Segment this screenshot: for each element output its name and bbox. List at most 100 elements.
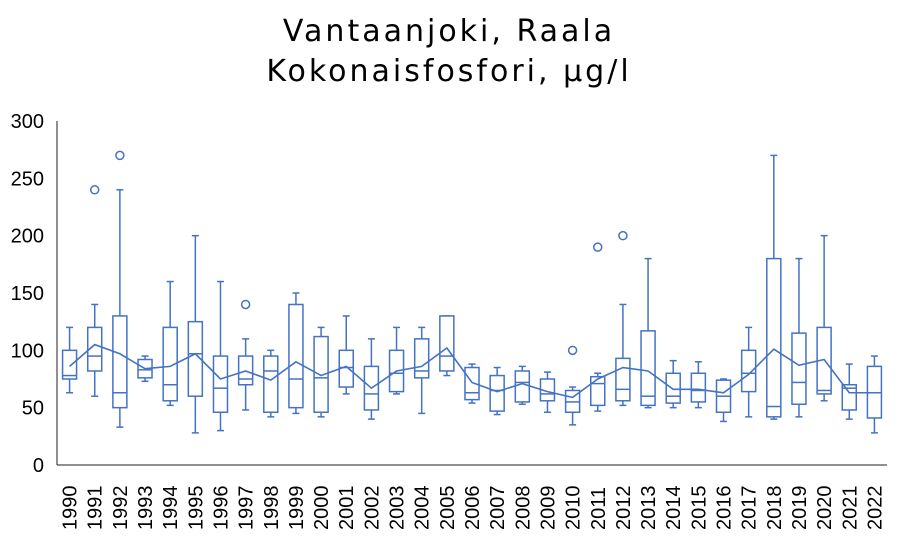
- box-2014: [665, 359, 681, 409]
- box-series: [61, 150, 883, 434]
- y-axis-ticks: 0 50 100 150 200 250 300: [11, 111, 44, 477]
- x-tick-label: 2012: [613, 486, 635, 531]
- chart-title-block: Vantaanjoki, Raala Kokonaisfosfori, µg/l: [0, 12, 898, 92]
- box-2008: [514, 365, 531, 405]
- y-tick-label: 200: [11, 226, 44, 248]
- x-tick-label: 1991: [85, 486, 107, 531]
- box-1998: [263, 349, 279, 418]
- box-body: [590, 375, 606, 407]
- x-tick-label: 1992: [110, 486, 132, 531]
- x-tick-label: 2001: [336, 486, 358, 531]
- x-tick-label: 2009: [537, 486, 559, 531]
- box-2005: [439, 315, 455, 377]
- x-tick-label: 1990: [60, 486, 82, 531]
- box-body: [740, 349, 757, 393]
- box-body: [640, 330, 656, 407]
- x-tick-label: 2010: [563, 486, 585, 531]
- box-body: [766, 257, 782, 418]
- chart-title: Vantaanjoki, Raala: [282, 14, 616, 49]
- x-tick-label: 2016: [714, 486, 736, 531]
- box-1999: [288, 292, 304, 415]
- box-2011: [590, 242, 606, 412]
- x-tick-label: 2000: [311, 486, 333, 531]
- box-1992: [112, 150, 128, 428]
- box-1997: [237, 299, 254, 411]
- y-tick-label: 250: [11, 168, 44, 190]
- y-tick-label: 50: [22, 398, 44, 420]
- x-tick-label: 2022: [864, 486, 886, 531]
- box-2016: [715, 378, 732, 423]
- box-2001: [338, 315, 354, 395]
- box-body: [464, 366, 480, 401]
- x-tick-label: 2006: [462, 486, 484, 531]
- x-tick-label: 2019: [789, 486, 811, 531]
- box-2021: [841, 363, 858, 420]
- y-tick-label: 150: [11, 283, 44, 305]
- outlier-point: [593, 242, 603, 252]
- outlier-point: [115, 150, 125, 161]
- box-body: [61, 349, 78, 380]
- box-body: [690, 372, 707, 403]
- box-1995: [187, 234, 204, 434]
- box-2003: [388, 326, 405, 395]
- x-tick-label: 1996: [210, 486, 232, 531]
- box-2017: [740, 326, 757, 418]
- outlier-point: [240, 299, 251, 310]
- x-tick-label: 1998: [261, 486, 283, 531]
- box-body: [615, 357, 631, 402]
- box-body: [313, 335, 329, 414]
- box-2015: [690, 361, 707, 409]
- box-2002: [363, 338, 380, 420]
- x-tick-label: 2013: [638, 486, 660, 531]
- box-body: [187, 320, 204, 397]
- box-body: [112, 315, 128, 409]
- x-tick-label: 2005: [437, 486, 459, 531]
- box-body: [791, 332, 807, 405]
- x-tick-label: 2018: [764, 486, 786, 531]
- x-tick-label: 2014: [663, 486, 685, 531]
- box-1990: [61, 326, 78, 394]
- x-tick-label: 2007: [487, 486, 509, 530]
- box-2013: [640, 257, 656, 409]
- box-body: [841, 383, 858, 411]
- box-2006: [464, 363, 480, 404]
- x-tick-label: 2008: [512, 486, 534, 531]
- x-tick-label: 2020: [814, 486, 836, 531]
- x-tick-label: 2021: [839, 486, 861, 531]
- y-tick-label: 100: [11, 340, 44, 362]
- box-body: [413, 338, 430, 379]
- x-tick-label: 2017: [739, 486, 761, 531]
- box-1996: [212, 280, 229, 432]
- box-body: [263, 355, 279, 414]
- x-tick-label: 1995: [185, 486, 207, 531]
- x-tick-label: 2015: [688, 486, 710, 531]
- x-tick-label: 1999: [286, 486, 308, 531]
- box-2000: [313, 326, 329, 418]
- y-tick-label: 0: [33, 455, 44, 477]
- box-2010: [564, 345, 581, 426]
- x-tick-label: 1993: [135, 486, 157, 531]
- box-body: [665, 372, 681, 404]
- box-1994: [162, 280, 178, 407]
- box-body: [489, 374, 505, 412]
- outlier-point: [567, 345, 578, 356]
- box-2012: [615, 230, 631, 407]
- box-body: [212, 355, 229, 414]
- box-body: [514, 370, 531, 403]
- chart-subtitle: Kokonaisfosfori, µg/l: [266, 54, 632, 89]
- box-2019: [791, 257, 807, 418]
- x-axis-ticks: 1990 1991 1992 1993 1994 1995 1996 1997 1998 1999…: [60, 486, 887, 531]
- x-tick-label: 1994: [160, 486, 182, 531]
- box-body: [439, 315, 455, 372]
- outlier-point: [89, 185, 100, 195]
- x-tick-label: 2004: [412, 486, 434, 531]
- x-tick-label: 2003: [387, 486, 409, 531]
- y-tick-label: 300: [11, 111, 44, 133]
- x-tick-label: 2002: [361, 486, 383, 531]
- box-body: [288, 303, 304, 409]
- box-2022: [866, 355, 883, 434]
- x-tick-label: 1997: [236, 486, 258, 531]
- mean-line: [69, 343, 875, 399]
- outlier-point: [618, 230, 628, 241]
